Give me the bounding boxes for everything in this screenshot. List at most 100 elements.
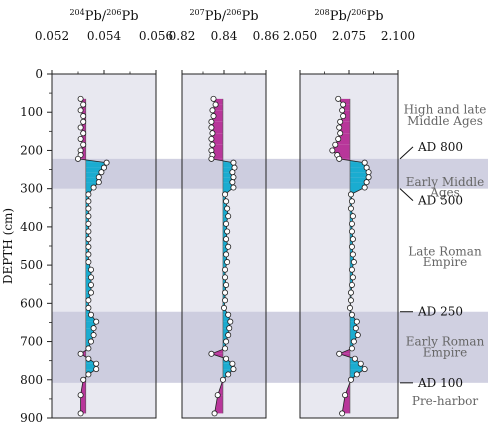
data-point-28	[350, 259, 357, 266]
data-point-3	[339, 107, 346, 114]
data-point-27	[85, 251, 92, 258]
data-point-1	[210, 95, 217, 102]
profile-fill-segment	[211, 121, 223, 128]
data-point-28	[224, 259, 231, 266]
data-point-12	[208, 155, 215, 162]
period-band-1	[52, 158, 488, 189]
title-text: Pb/	[85, 9, 107, 24]
x-tick-label: 2.100	[381, 29, 415, 43]
data-point-39	[88, 338, 95, 345]
data-point-31	[223, 281, 230, 288]
data-point-33	[85, 297, 92, 304]
data-point-27	[223, 251, 230, 258]
data-point-46	[219, 376, 226, 383]
x-tick-label: 0.86	[253, 29, 280, 43]
data-point-27	[349, 251, 356, 258]
data-point-20	[348, 198, 355, 205]
data-point-7	[209, 130, 216, 137]
period-label: Ages	[429, 185, 460, 199]
profile-fill-segment	[338, 98, 350, 105]
period-band-2	[52, 311, 488, 383]
panel-title: 207Pb/206Pb	[189, 8, 258, 24]
data-point-35	[225, 311, 232, 318]
data-point-26	[225, 243, 232, 250]
data-point-37	[226, 325, 233, 332]
data-point-20	[85, 198, 92, 205]
data-point-17	[95, 179, 102, 186]
y-tick-label: 900	[20, 411, 43, 425]
data-point-38	[225, 332, 232, 339]
period-label: Late Roman	[408, 244, 482, 258]
data-point-13	[230, 159, 237, 166]
data-point-48	[339, 410, 346, 417]
title-superscript: 204	[69, 8, 84, 17]
data-point-45	[225, 371, 232, 378]
data-point-29	[348, 266, 355, 273]
data-point-6	[208, 124, 215, 131]
data-point-42	[223, 355, 230, 362]
date-label: AD 800	[417, 140, 463, 154]
title-superscript: 206	[226, 8, 241, 17]
data-point-23	[223, 220, 230, 227]
data-point-22	[85, 213, 92, 220]
data-point-26	[348, 243, 355, 250]
data-point-2	[80, 101, 87, 108]
data-point-18	[361, 184, 368, 191]
data-point-43	[357, 360, 364, 367]
y-tick-label: 300	[20, 182, 43, 196]
y-tick-label: 600	[20, 296, 43, 310]
data-point-34	[220, 304, 227, 311]
date-leader-line	[399, 146, 414, 160]
data-point-12	[336, 155, 343, 162]
period-label: Middle Ages	[407, 114, 483, 128]
panel-2: 0.82 0.84 0.86 207Pb/206Pb	[169, 8, 280, 419]
data-point-9	[332, 141, 339, 148]
data-point-15	[98, 169, 105, 176]
title-text: Pb	[121, 9, 138, 24]
data-point-21	[224, 205, 231, 212]
data-point-28	[85, 259, 92, 266]
data-point-36	[353, 318, 360, 325]
data-point-2	[212, 101, 219, 108]
x-tick-label: 0.82	[169, 29, 196, 43]
data-point-2	[340, 101, 347, 108]
profile-fill-segment	[80, 395, 86, 414]
data-point-12	[75, 155, 82, 162]
data-point-24	[348, 228, 355, 235]
data-point-5	[337, 118, 344, 125]
data-point-44	[93, 366, 100, 373]
data-point-46	[347, 376, 354, 383]
data-point-5	[80, 118, 87, 125]
data-point-6	[336, 124, 343, 131]
data-point-10	[329, 147, 336, 154]
data-point-47	[342, 392, 349, 399]
period-label: Empire	[423, 255, 468, 269]
data-point-29	[222, 266, 229, 273]
data-point-33	[347, 297, 354, 304]
x-tick-label: 0.84	[211, 29, 238, 43]
x-tick-label: 0.052	[35, 29, 69, 43]
data-point-48	[77, 410, 84, 417]
data-point-41	[336, 350, 343, 357]
data-point-32	[222, 289, 229, 296]
data-point-14	[101, 164, 108, 171]
data-point-34	[346, 304, 353, 311]
y-axis-label: DEPTH (cm)	[1, 208, 15, 284]
data-point-19	[347, 191, 354, 198]
data-point-19	[85, 191, 92, 198]
title-superscript: 207	[189, 8, 204, 17]
title-text: Pb/	[330, 9, 352, 24]
data-point-25	[349, 236, 356, 243]
data-point-16	[95, 174, 102, 181]
data-point-18	[90, 184, 97, 191]
panel-title: 204Pb/206Pb	[69, 8, 138, 24]
y-tick-label: 200	[20, 143, 43, 157]
data-point-30	[349, 274, 356, 281]
period-label: Empire	[423, 345, 468, 359]
y-tick-label: 400	[20, 220, 43, 234]
data-point-25	[85, 236, 92, 243]
data-point-32	[347, 289, 354, 296]
data-point-25	[223, 236, 230, 243]
data-point-7	[80, 130, 87, 137]
